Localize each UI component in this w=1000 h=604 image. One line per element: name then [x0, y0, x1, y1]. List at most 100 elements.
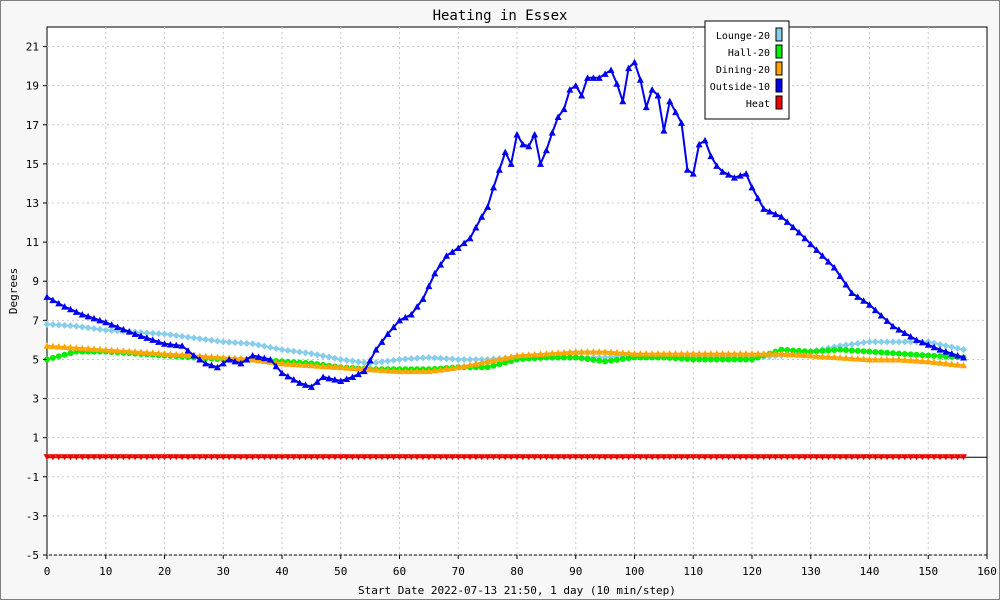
data-point-outside-10: [748, 183, 756, 191]
data-point-lounge-20: [437, 354, 445, 362]
data-point-lounge-20: [172, 332, 180, 340]
data-point-heat: [143, 454, 151, 461]
data-point-outside-10: [766, 207, 774, 215]
data-point-outside-10: [231, 357, 239, 365]
data-point-outside-10: [72, 308, 80, 315]
y-tick-label: 17: [26, 119, 39, 132]
data-point-dining-20: [513, 352, 521, 359]
x-tick-label: 150: [918, 565, 938, 578]
data-point-lounge-20: [166, 331, 174, 339]
data-point-outside-10: [431, 269, 439, 277]
data-point-heat: [472, 454, 480, 461]
data-point-heat: [313, 454, 321, 461]
data-point-dining-20: [178, 351, 186, 358]
data-point-heat: [354, 454, 362, 461]
data-point-outside-10: [777, 213, 785, 220]
data-point-lounge-20: [848, 340, 856, 348]
data-point-outside-10: [43, 293, 51, 300]
data-point-dining-20: [719, 350, 727, 357]
data-point-heat: [766, 454, 774, 461]
data-point-dining-20: [842, 354, 850, 361]
data-point-lounge-20: [942, 342, 950, 350]
data-point-heat: [542, 454, 550, 461]
data-point-hall-20: [872, 349, 879, 356]
data-point-outside-10: [619, 97, 627, 105]
data-point-heat: [466, 454, 474, 461]
data-point-dining-20: [443, 365, 450, 372]
x-tick-label: 160: [977, 565, 997, 578]
data-point-dining-20: [772, 350, 779, 357]
data-point-lounge-20: [219, 338, 227, 346]
data-point-hall-20: [919, 352, 926, 359]
data-point-outside-10: [960, 353, 967, 361]
data-point-dining-20: [525, 351, 533, 358]
data-point-heat: [642, 454, 650, 461]
data-point-heat: [736, 454, 744, 461]
data-point-dining-20: [725, 350, 732, 357]
data-point-heat: [419, 454, 427, 461]
data-point-lounge-20: [272, 344, 280, 352]
data-point-dining-20: [119, 347, 127, 354]
data-point-outside-10: [172, 341, 180, 349]
data-point-outside-10: [337, 377, 345, 384]
data-point-hall-20: [931, 352, 938, 359]
data-point-dining-20: [249, 355, 257, 363]
data-point-dining-20: [678, 350, 685, 357]
data-point-heat: [407, 454, 415, 461]
data-point-outside-10: [848, 289, 856, 296]
data-point-dining-20: [689, 350, 697, 357]
data-point-heat: [272, 454, 280, 461]
data-point-lounge-20: [202, 335, 210, 343]
data-point-outside-10: [736, 172, 744, 179]
data-point-outside-10: [313, 378, 321, 385]
data-point-heat: [137, 454, 145, 461]
data-point-lounge-20: [907, 338, 915, 346]
data-point-dining-20: [125, 347, 133, 355]
data-point-heat: [90, 454, 98, 461]
series-dining-20: [43, 342, 967, 375]
legend-swatch-outside-10: [775, 78, 783, 93]
data-point-outside-10: [860, 297, 868, 304]
data-point-outside-10: [795, 228, 803, 236]
data-point-lounge-20: [137, 328, 145, 336]
data-point-hall-20: [572, 354, 579, 361]
x-tick-label: 130: [801, 565, 821, 578]
data-point-hall-20: [854, 347, 861, 354]
data-point-hall-20: [913, 351, 920, 358]
data-point-heat: [302, 454, 309, 461]
data-point-dining-20: [848, 354, 856, 362]
data-point-dining-20: [108, 346, 116, 354]
data-point-heat: [572, 454, 580, 461]
data-point-heat: [754, 454, 762, 461]
data-point-hall-20: [478, 364, 485, 371]
data-point-dining-20: [255, 356, 262, 364]
data-point-heat: [725, 454, 732, 461]
x-axis-label: Start Date 2022-07-13 21:50, 1 day (10 m…: [358, 584, 676, 597]
data-point-heat: [202, 454, 210, 461]
data-point-dining-20: [871, 355, 879, 363]
data-point-outside-10: [707, 152, 715, 160]
data-point-outside-10: [813, 246, 821, 253]
legend-label-heat: Heat: [746, 99, 770, 110]
legend-swatch-heat: [775, 95, 783, 110]
data-point-outside-10: [654, 91, 662, 99]
data-point-hall-20: [555, 354, 562, 361]
data-point-heat: [284, 454, 292, 461]
data-point-outside-10: [49, 296, 57, 304]
data-point-lounge-20: [208, 336, 215, 344]
data-point-outside-10: [396, 316, 403, 324]
data-point-dining-20: [560, 348, 568, 356]
data-point-lounge-20: [225, 338, 233, 346]
data-point-heat: [777, 454, 785, 461]
data-point-dining-20: [736, 350, 744, 357]
data-point-hall-20: [731, 356, 738, 363]
data-point-heat: [942, 454, 950, 461]
data-point-dining-20: [877, 355, 885, 363]
data-point-hall-20: [807, 348, 814, 355]
data-point-heat: [636, 454, 644, 461]
data-point-outside-10: [472, 223, 480, 231]
data-point-outside-10: [425, 282, 433, 290]
data-point-outside-10: [255, 353, 262, 360]
data-point-lounge-20: [178, 332, 186, 340]
data-point-outside-10: [836, 272, 844, 280]
